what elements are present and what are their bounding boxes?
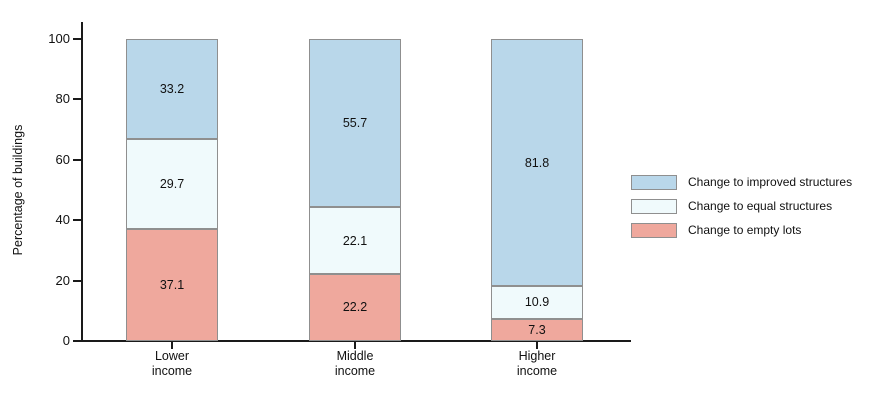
segment-value-label: 81.8 [524, 155, 550, 170]
y-axis-title: Percentage of buildings [11, 124, 25, 256]
segment-value-label: 22.2 [342, 300, 368, 315]
legend-item: Change to improved structures [631, 174, 852, 190]
y-axis-tick-label: 20 [55, 272, 70, 288]
x-axis-category-label: Higher income [487, 349, 587, 379]
x-axis-line [74, 340, 631, 342]
bar-segment [126, 139, 218, 229]
x-axis-category-label: Lower income [122, 349, 222, 379]
x-axis-tick [536, 342, 538, 349]
x-axis-category-label: Middle income [305, 349, 405, 379]
y-axis-tick [73, 38, 82, 40]
y-axis-tick-label: 100 [48, 31, 70, 46]
bar-segment [126, 39, 218, 140]
bar-segment [309, 273, 401, 341]
x-axis-category-label-line: Middle [336, 349, 374, 363]
segment-value-label: 22.1 [342, 233, 368, 248]
y-axis-tick [73, 219, 82, 222]
x-axis-tick [354, 342, 356, 349]
legend-swatch [631, 222, 677, 238]
bar-segment [491, 318, 583, 341]
bar-segment [309, 39, 401, 208]
x-axis-category-label-line: income [334, 364, 376, 378]
y-axis-tick [73, 98, 82, 101]
y-axis-tick-label: 40 [55, 212, 70, 228]
bar-segment [126, 228, 218, 341]
segment-value-label: 29.7 [159, 177, 185, 192]
y-axis-tick-label: 60 [55, 151, 70, 167]
segment-value-label: 55.7 [342, 116, 368, 131]
legend-label: Change to equal structures [688, 199, 833, 213]
y-axis-tick [73, 340, 82, 342]
legend-item: Change to equal structures [631, 198, 832, 214]
bar-segment [491, 39, 583, 287]
segment-value-label: 10.9 [524, 295, 550, 310]
segment-value-label: 33.2 [159, 82, 185, 97]
bar-segment [491, 286, 583, 319]
y-axis-tick [73, 279, 82, 282]
x-axis-category-label-line: income [516, 364, 558, 378]
segment-value-label: 37.1 [159, 277, 185, 292]
x-axis-tick [171, 342, 173, 349]
legend-label: Change to improved structures [688, 175, 853, 189]
y-axis-tick [73, 158, 82, 161]
y-axis-line [81, 22, 83, 342]
segment-value-label: 7.3 [528, 322, 546, 337]
bar-segment [309, 207, 401, 274]
y-axis-tick-label: 80 [55, 91, 70, 107]
x-axis-category-label-line: Lower [154, 349, 190, 363]
legend-label: Change to empty lots [688, 223, 802, 237]
x-axis-category-label-line: Higher [518, 349, 556, 363]
y-axis-tick-label: 0 [62, 333, 70, 348]
legend-item: Change to empty lots [631, 222, 801, 238]
x-axis-category-label-line: income [151, 364, 193, 378]
legend-swatch [631, 198, 677, 214]
legend-swatch [631, 174, 677, 190]
